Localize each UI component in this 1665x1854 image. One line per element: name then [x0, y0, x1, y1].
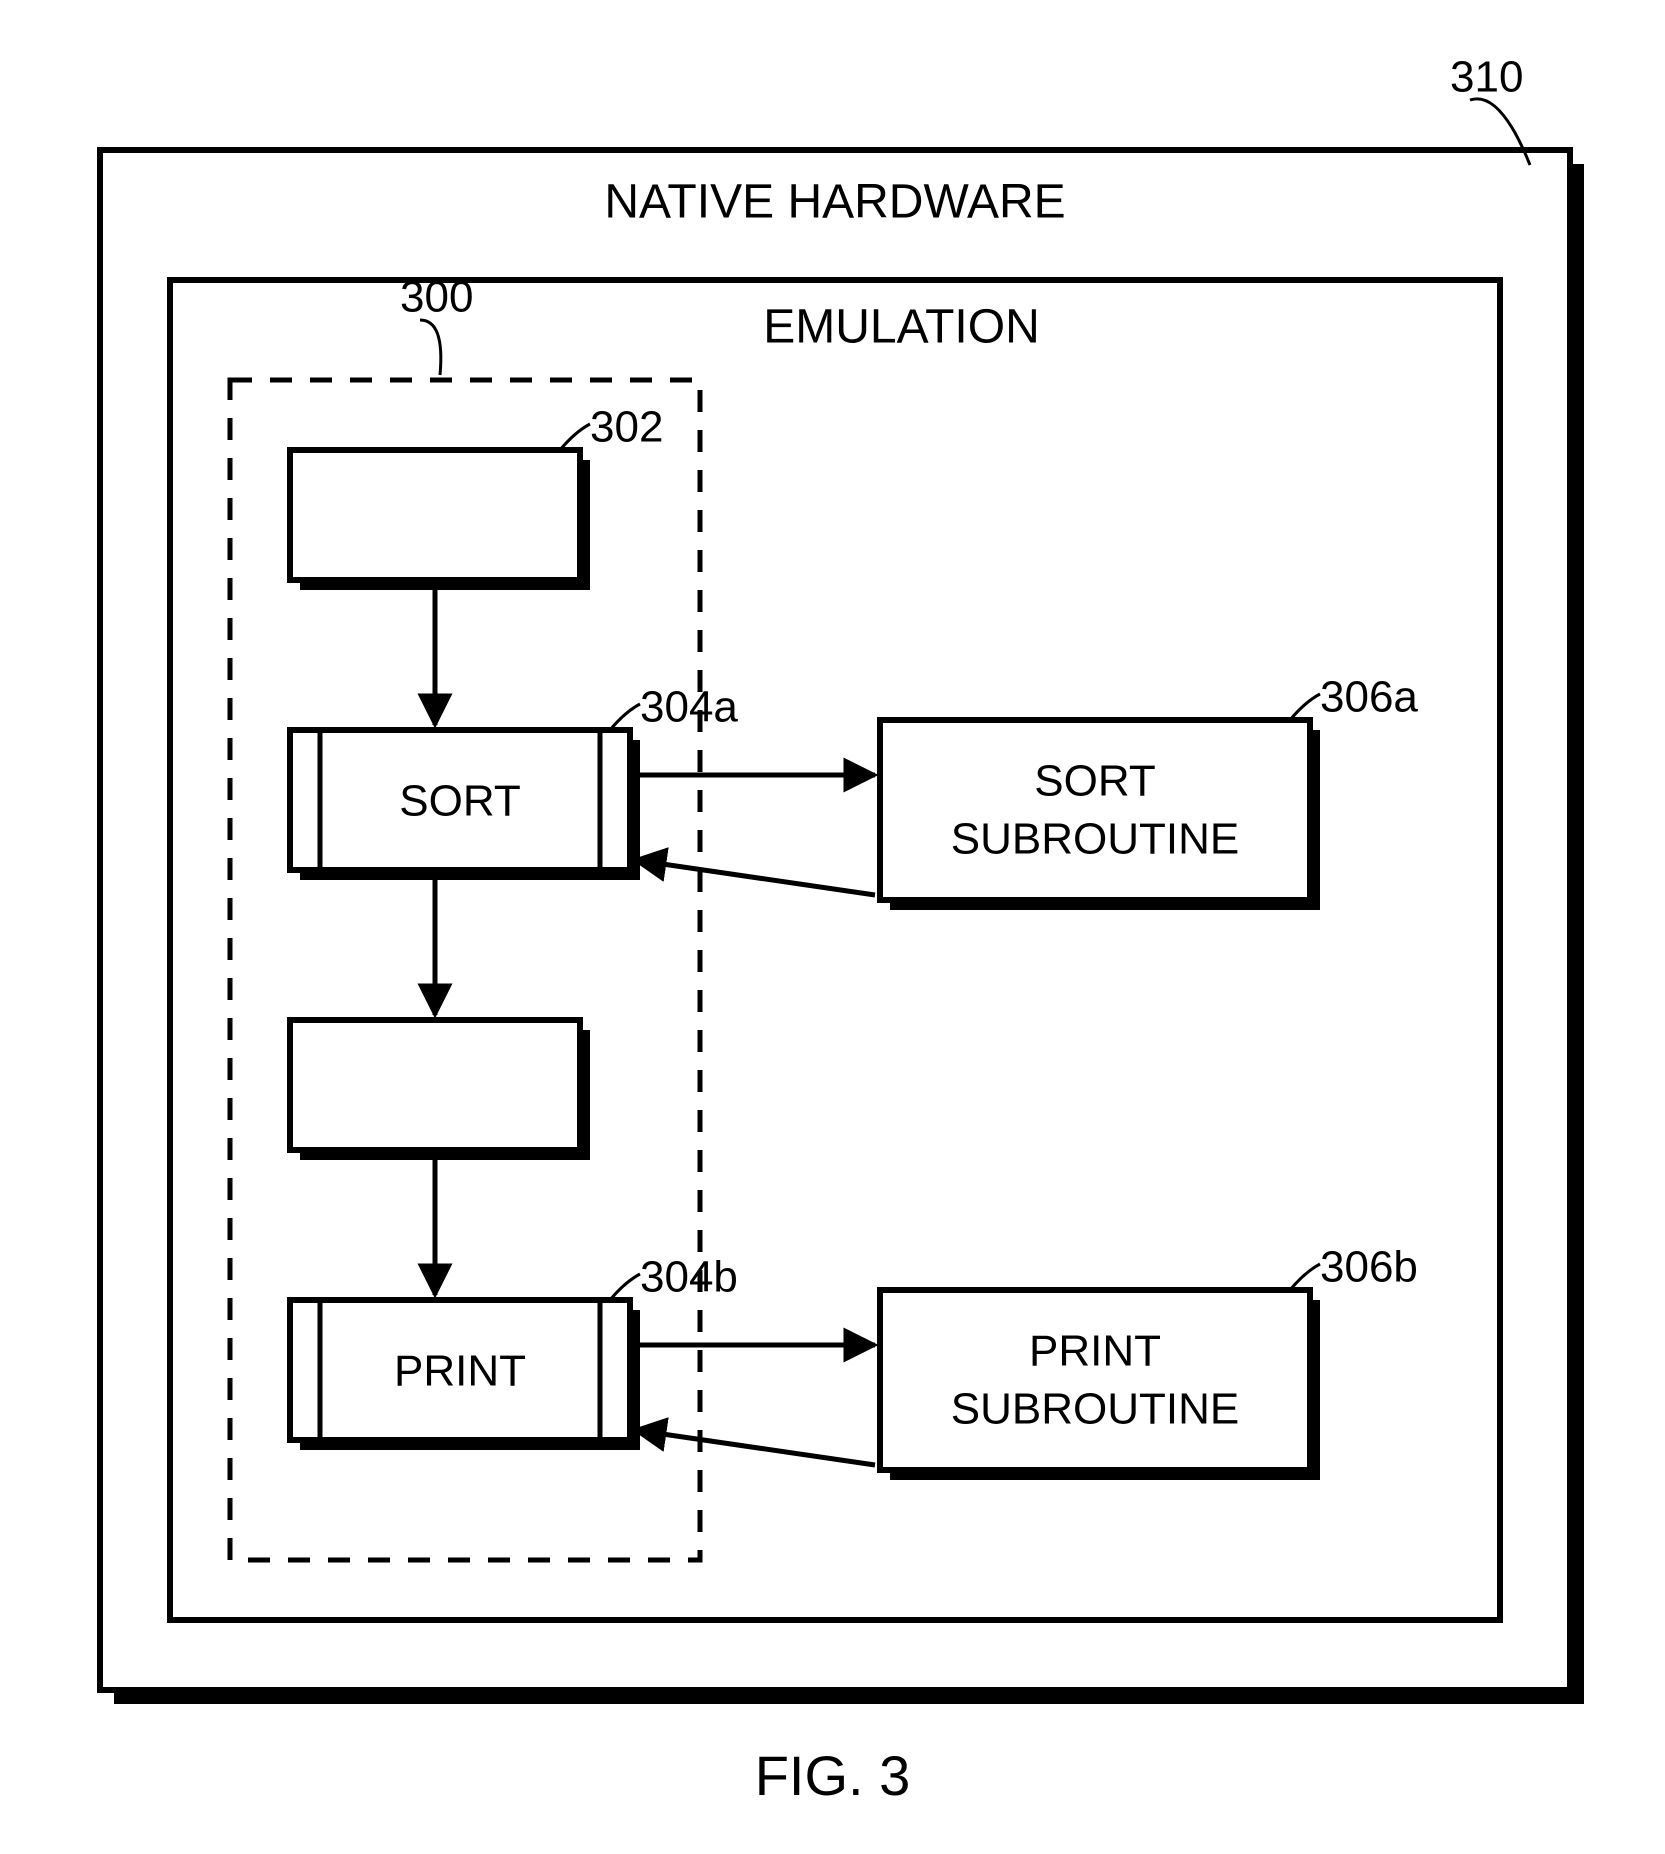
label-306a-line2: SUBROUTINE [951, 815, 1239, 864]
block-302 [290, 450, 590, 590]
label-306b-line1: PRINT [1029, 1327, 1161, 1376]
ref-306a: 306a [1320, 673, 1418, 722]
figure-label: FIG. 3 [755, 1744, 911, 1807]
label-304a: SORT [399, 777, 520, 826]
label-306b-line2: SUBROUTINE [951, 1385, 1239, 1434]
label-306a-line1: SORT [1034, 757, 1155, 806]
native-hardware-title: NATIVE HARDWARE [604, 176, 1065, 229]
emulation-title: EMULATION [763, 301, 1039, 354]
block-mid [290, 1020, 590, 1160]
label-304b: PRINT [394, 1347, 526, 1396]
ref-306b: 306b [1320, 1243, 1418, 1292]
ref-310: 310 [1450, 53, 1523, 102]
block-304a: SORT [290, 730, 640, 880]
ref-304b: 304b [640, 1253, 738, 1302]
block-306a: SORT SUBROUTINE [880, 720, 1320, 910]
ref-300: 300 [400, 273, 473, 322]
ref-302: 302 [590, 403, 663, 452]
ref-304a: 304a [640, 683, 738, 732]
block-306b: PRINT SUBROUTINE [880, 1290, 1320, 1480]
block-304b: PRINT [290, 1300, 640, 1450]
